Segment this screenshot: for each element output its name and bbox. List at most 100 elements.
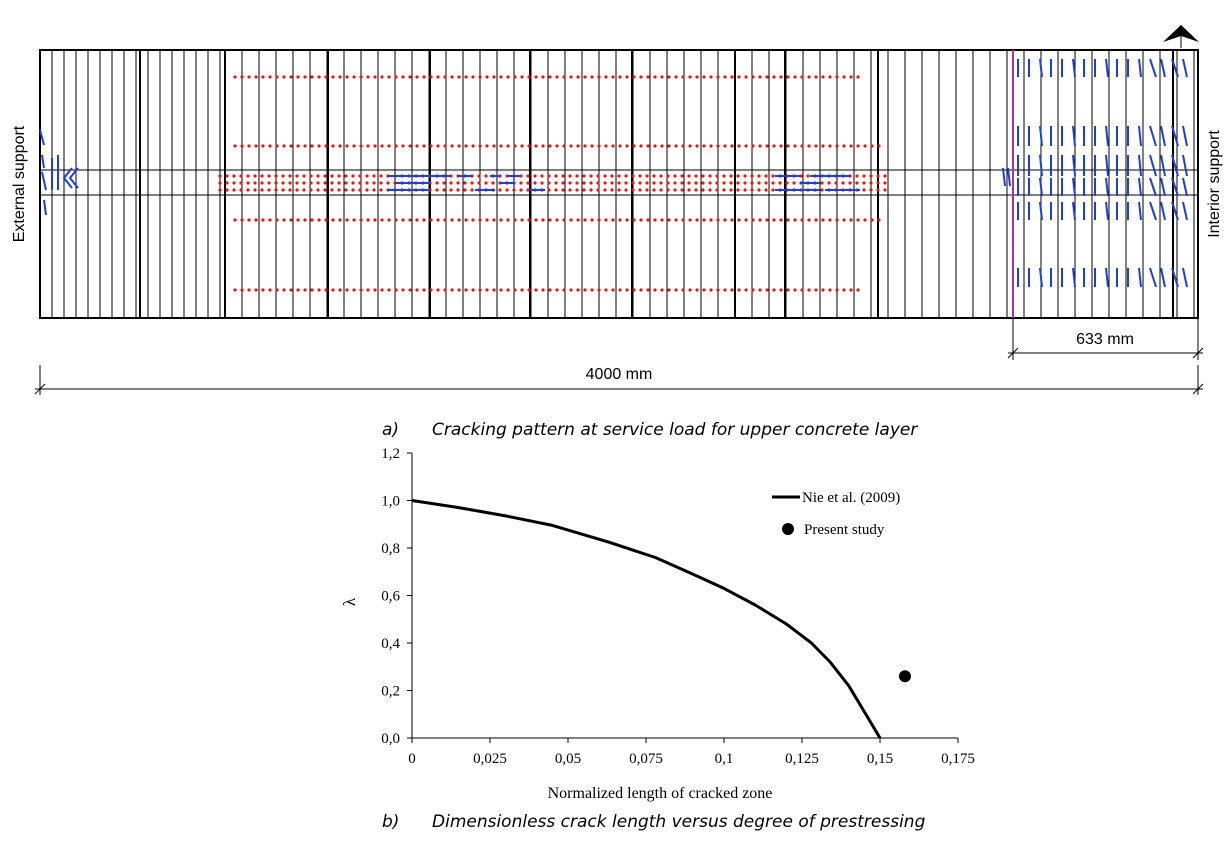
crack-dot (645, 181, 649, 185)
crack-dot (744, 218, 748, 222)
crack-dot (610, 181, 614, 185)
crack-dot (575, 181, 579, 185)
crack-dot (471, 75, 475, 79)
crack-dot (373, 218, 377, 222)
crack-dot (701, 188, 705, 192)
crack-dot (638, 181, 642, 185)
crack-dot (870, 218, 874, 222)
crack-dot (667, 288, 671, 292)
dimension-633-label: 633 mm (1076, 331, 1134, 348)
crack-dot (820, 188, 824, 192)
crack-dot (765, 288, 769, 292)
crack-dot (730, 288, 734, 292)
crack-dot (590, 288, 594, 292)
crack-dot (610, 174, 614, 178)
crack-dot (674, 288, 678, 292)
crack-dot (667, 218, 671, 222)
crack-dot (275, 144, 279, 148)
crack-dot (631, 174, 635, 178)
crack-dot (330, 174, 334, 178)
crack-dot (548, 218, 552, 222)
crack-dot (408, 144, 412, 148)
crack-dot (779, 288, 783, 292)
crack-dot (589, 174, 593, 178)
crack-dot (267, 181, 271, 185)
crack-dot (562, 144, 566, 148)
crack-dot (618, 75, 622, 79)
flexural-crack (1138, 267, 1142, 288)
crack-dot (288, 188, 292, 192)
crack-dot (856, 218, 860, 222)
crack-dot (288, 181, 292, 185)
crack-dot (835, 288, 839, 292)
crack-dot (380, 218, 384, 222)
crack-dot (814, 75, 818, 79)
crack-dot (401, 144, 405, 148)
crack-dot (422, 144, 426, 148)
crack-dot (561, 188, 565, 192)
crack-dot (540, 174, 544, 178)
crack-dot (506, 75, 510, 79)
crack-dot (232, 174, 236, 178)
crack-dot (485, 144, 489, 148)
crack-dot (611, 144, 615, 148)
crack-dot (716, 218, 720, 222)
crack-dot (610, 188, 614, 192)
flexural-crack (1002, 167, 1006, 187)
crack-dot (260, 188, 264, 192)
crack-dot (758, 144, 762, 148)
interior-support-label: Interior support (1206, 130, 1223, 238)
crack-dot (338, 218, 342, 222)
crack-dot (547, 181, 551, 185)
flexural-crack (1105, 201, 1109, 221)
crack-dot (625, 75, 629, 79)
crack-dot (275, 288, 279, 292)
crack-dot (562, 75, 566, 79)
crack-dot (365, 174, 369, 178)
crack-dot (723, 75, 727, 79)
crack-dot (632, 144, 636, 148)
crack-dot (352, 218, 356, 222)
crack-dot (603, 174, 607, 178)
crack-dot (345, 288, 349, 292)
crack-dot (478, 288, 482, 292)
crack-dot (673, 174, 677, 178)
crack-dot (793, 144, 797, 148)
crack-dot (659, 181, 663, 185)
crack-dot (596, 174, 600, 178)
flexural-crack (1149, 154, 1157, 177)
crack-dot (464, 218, 468, 222)
crack-dot (618, 218, 622, 222)
crack-dot (260, 181, 264, 185)
crack-dot (681, 218, 685, 222)
crack-dot (702, 218, 706, 222)
crack-dot (499, 218, 503, 222)
caption-a-text: Cracking pattern at service load for upp… (432, 420, 918, 440)
crack-dot (596, 181, 600, 185)
crack-dot (345, 75, 349, 79)
crack-dot (631, 181, 635, 185)
crack-dot (365, 181, 369, 185)
crack-dot (526, 181, 530, 185)
crack-dot (498, 188, 502, 192)
crack-dot (597, 288, 601, 292)
crack-dot (757, 181, 761, 185)
crack-dot (877, 218, 881, 222)
flexural-crack (1105, 154, 1109, 177)
crack-dot (415, 288, 419, 292)
crack-dot (520, 218, 524, 222)
crack-dot (842, 144, 846, 148)
crack-dot (827, 181, 831, 185)
crack-dot (331, 288, 335, 292)
y-tick-label: 0,0 (381, 731, 400, 747)
flexural-crack (1072, 177, 1076, 197)
crack-dot (708, 174, 712, 178)
crack-dot (302, 174, 306, 178)
crack-dot (478, 144, 482, 148)
crack-dot (282, 75, 286, 79)
crack-dot (499, 288, 503, 292)
crack-dot (372, 174, 376, 178)
chart-ylabel: λ (340, 597, 359, 606)
y-tick-label: 0,2 (381, 684, 400, 700)
crack-dot (695, 288, 699, 292)
